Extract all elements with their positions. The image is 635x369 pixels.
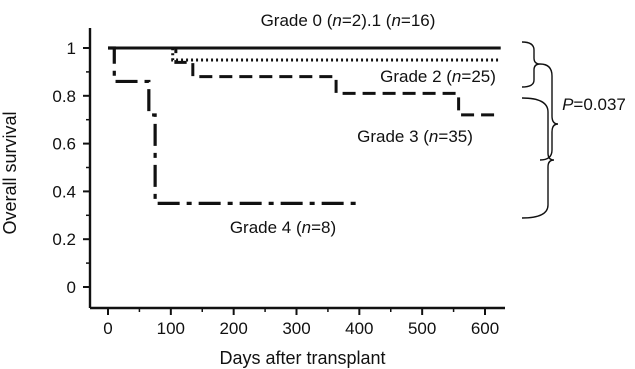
y-tick-label: 0.6 [52, 135, 76, 154]
y-tick-label: 0 [67, 278, 76, 297]
series-label-group: Grade 0 (n=2).1 (n=16) Grade 2 (n=25) Grad… [230, 11, 496, 237]
x-tick-label: 0 [103, 319, 112, 338]
survival-curve-dashed [108, 46, 501, 117]
series-label: Grade 0 (n=2).1 (n=16) [261, 11, 436, 30]
series-label: Grade 3 (n=35) [357, 127, 473, 146]
y-tick-label: 1 [67, 39, 76, 58]
bracket-grade-3-4 [521, 97, 555, 219]
survival-curve-dotted [108, 46, 501, 62]
tick-group: 0 100 200 300 400 500 600 0 0.2 0.4 0.6 0.8 1 [52, 39, 499, 338]
curve-group [108, 46, 501, 205]
survival-curve-dashdot [108, 46, 360, 205]
p-value-label: P=0.037 [562, 95, 626, 114]
x-tick-label: 600 [471, 319, 499, 338]
x-axis-title: Days after transplant [219, 348, 385, 368]
x-tick-label: 300 [282, 319, 310, 338]
series-label: Grade 2 (n=25) [380, 67, 496, 86]
y-tick-label: 0.8 [52, 87, 76, 106]
x-tick-label: 500 [408, 319, 436, 338]
series-label: Grade 4 (n=8) [230, 218, 336, 237]
bracket-grade-0-1-2 [521, 41, 541, 88]
x-tick-label: 400 [345, 319, 373, 338]
y-axis-title: Overall survival [0, 111, 20, 234]
x-tick-label: 100 [157, 319, 185, 338]
bracket-outer [539, 63, 559, 161]
x-tick-label: 200 [219, 319, 247, 338]
y-tick-label: 0.4 [52, 182, 76, 201]
significance-brackets: P=0.037 [521, 41, 626, 219]
y-tick-label: 0.2 [52, 230, 76, 249]
